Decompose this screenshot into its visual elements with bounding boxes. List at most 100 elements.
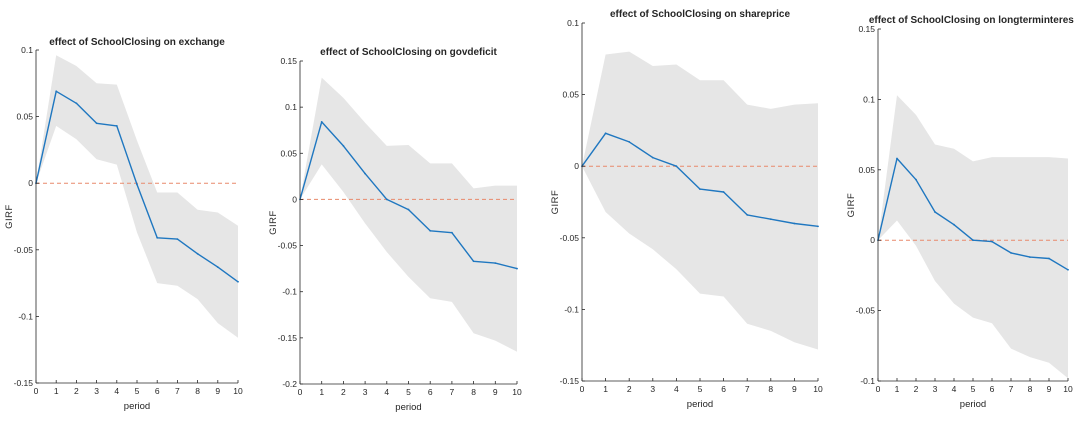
x-tick-label: 2 [74, 386, 79, 396]
y-tick-label: 0 [574, 161, 579, 171]
girf-point [793, 222, 796, 225]
x-tick-label: 0 [580, 384, 585, 394]
x-tick-label: 6 [155, 386, 160, 396]
x-tick-label: 5 [971, 384, 976, 394]
x-tick-label: 1 [895, 384, 900, 394]
girf-point [516, 267, 518, 270]
x-tick-label: 5 [698, 384, 703, 394]
girf-point [196, 252, 199, 255]
girf-point [972, 239, 974, 242]
y-tick-label: 0.1 [285, 102, 297, 112]
girf-point [156, 236, 159, 239]
girf-point [1048, 257, 1050, 260]
girf-point [1029, 256, 1031, 258]
y-tick-label: 0 [28, 178, 33, 188]
y-tick-label: 0.1 [567, 18, 579, 28]
x-tick-label: 4 [952, 384, 957, 394]
girf-point [364, 172, 366, 175]
girf-point [699, 188, 701, 191]
girf-point [604, 132, 607, 135]
x-tick-label: 9 [1047, 384, 1052, 394]
girf-point [494, 262, 497, 265]
girf-point [385, 198, 388, 201]
x-tick-label: 6 [428, 387, 433, 397]
y-tick-label: 0.05 [562, 90, 579, 100]
y-tick-label: -0.2 [282, 379, 297, 389]
x-tick-label: 3 [933, 384, 938, 394]
y-tick-label: 0.1 [863, 94, 875, 104]
y-tick-label: 0 [870, 235, 875, 245]
y-tick-label: -0.1 [18, 311, 33, 321]
x-tick-label: 8 [471, 387, 476, 397]
girf-point [472, 260, 475, 263]
x-axis-label: period [395, 402, 421, 413]
x-tick-label: 3 [94, 386, 99, 396]
x-tick-label: 3 [363, 387, 368, 397]
x-tick-label: 0 [876, 384, 881, 394]
y-axis-label: GIRF [268, 210, 279, 235]
x-tick-label: 10 [813, 384, 823, 394]
girf-point [115, 125, 118, 127]
y-tick-label: -0.05 [278, 241, 298, 251]
girf-point [136, 183, 138, 186]
x-tick-label: 4 [674, 384, 679, 394]
girf-point [953, 223, 955, 226]
girf-point [216, 266, 219, 269]
x-tick-label: 8 [195, 386, 200, 396]
y-axis-label: GIRF [4, 204, 15, 229]
girf-point [429, 229, 432, 232]
x-tick-label: 0 [298, 387, 303, 397]
y-tick-label: -0.05 [856, 306, 876, 316]
girf-point [934, 211, 936, 213]
confidence-band [878, 95, 1068, 379]
chart-title: effect of SchoolClosing on shareprice [610, 9, 790, 20]
chart-title: effect of SchoolClosing on exchange [49, 37, 225, 48]
x-axis-label: period [960, 399, 986, 410]
x-tick-label: 3 [650, 384, 655, 394]
y-tick-label: -0.05 [560, 233, 580, 243]
x-tick-label: 9 [493, 387, 498, 397]
girf-point [915, 178, 917, 181]
y-tick-label: -0.1 [282, 287, 297, 297]
x-tick-label: 0 [34, 386, 39, 396]
chart-panel-3: 0 1 2 3 4 5 6 7 8 9 10 -0.15 -0.1 -0.05 0 0.05 0.1 effect… [550, 9, 823, 410]
x-tick-label: 4 [384, 387, 389, 397]
girf-point [320, 121, 323, 123]
girf-point [55, 90, 58, 93]
x-tick-label: 7 [450, 387, 455, 397]
girf-point [176, 238, 179, 241]
y-tick-label: -0.05 [14, 245, 34, 255]
girf-point [651, 156, 654, 159]
x-tick-label: 2 [627, 384, 632, 394]
x-tick-label: 1 [603, 384, 608, 394]
x-tick-label: 5 [135, 386, 140, 396]
x-tick-label: 9 [792, 384, 797, 394]
confidence-band [36, 55, 238, 338]
chart-title: effect of SchoolClosing on govdeficit [320, 47, 497, 58]
x-tick-label: 10 [1063, 384, 1073, 394]
y-tick-label: -0.15 [278, 333, 298, 343]
girf-point [722, 191, 725, 193]
girf-point [991, 240, 993, 243]
y-tick-label: 0 [292, 194, 297, 204]
y-tick-label: 0.1 [21, 45, 33, 55]
girf-point [746, 213, 749, 216]
confidence-band [300, 77, 517, 352]
y-axis-label: GIRF [550, 190, 561, 215]
chart-title: effect of SchoolClosing on longterminter… [869, 15, 1074, 26]
x-tick-label: 10 [512, 387, 522, 397]
x-tick-label: 1 [54, 386, 59, 396]
girf-point [95, 122, 98, 125]
girf-point [407, 208, 410, 211]
girf-point [628, 140, 631, 143]
chart-panel-4: 0 1 2 3 4 5 6 7 8 9 10 -0.1 -0.05 0 0.05 0.1 0.15effect … [846, 15, 1074, 410]
girf-point [237, 280, 239, 283]
x-tick-label: 8 [1028, 384, 1033, 394]
x-tick-label: 4 [114, 386, 119, 396]
girf-point [896, 157, 898, 160]
x-tick-label: 1 [319, 387, 324, 397]
x-tick-label: 7 [175, 386, 180, 396]
x-tick-label: 7 [745, 384, 750, 394]
y-tick-label: -0.15 [560, 376, 580, 386]
girf-point [451, 231, 453, 234]
